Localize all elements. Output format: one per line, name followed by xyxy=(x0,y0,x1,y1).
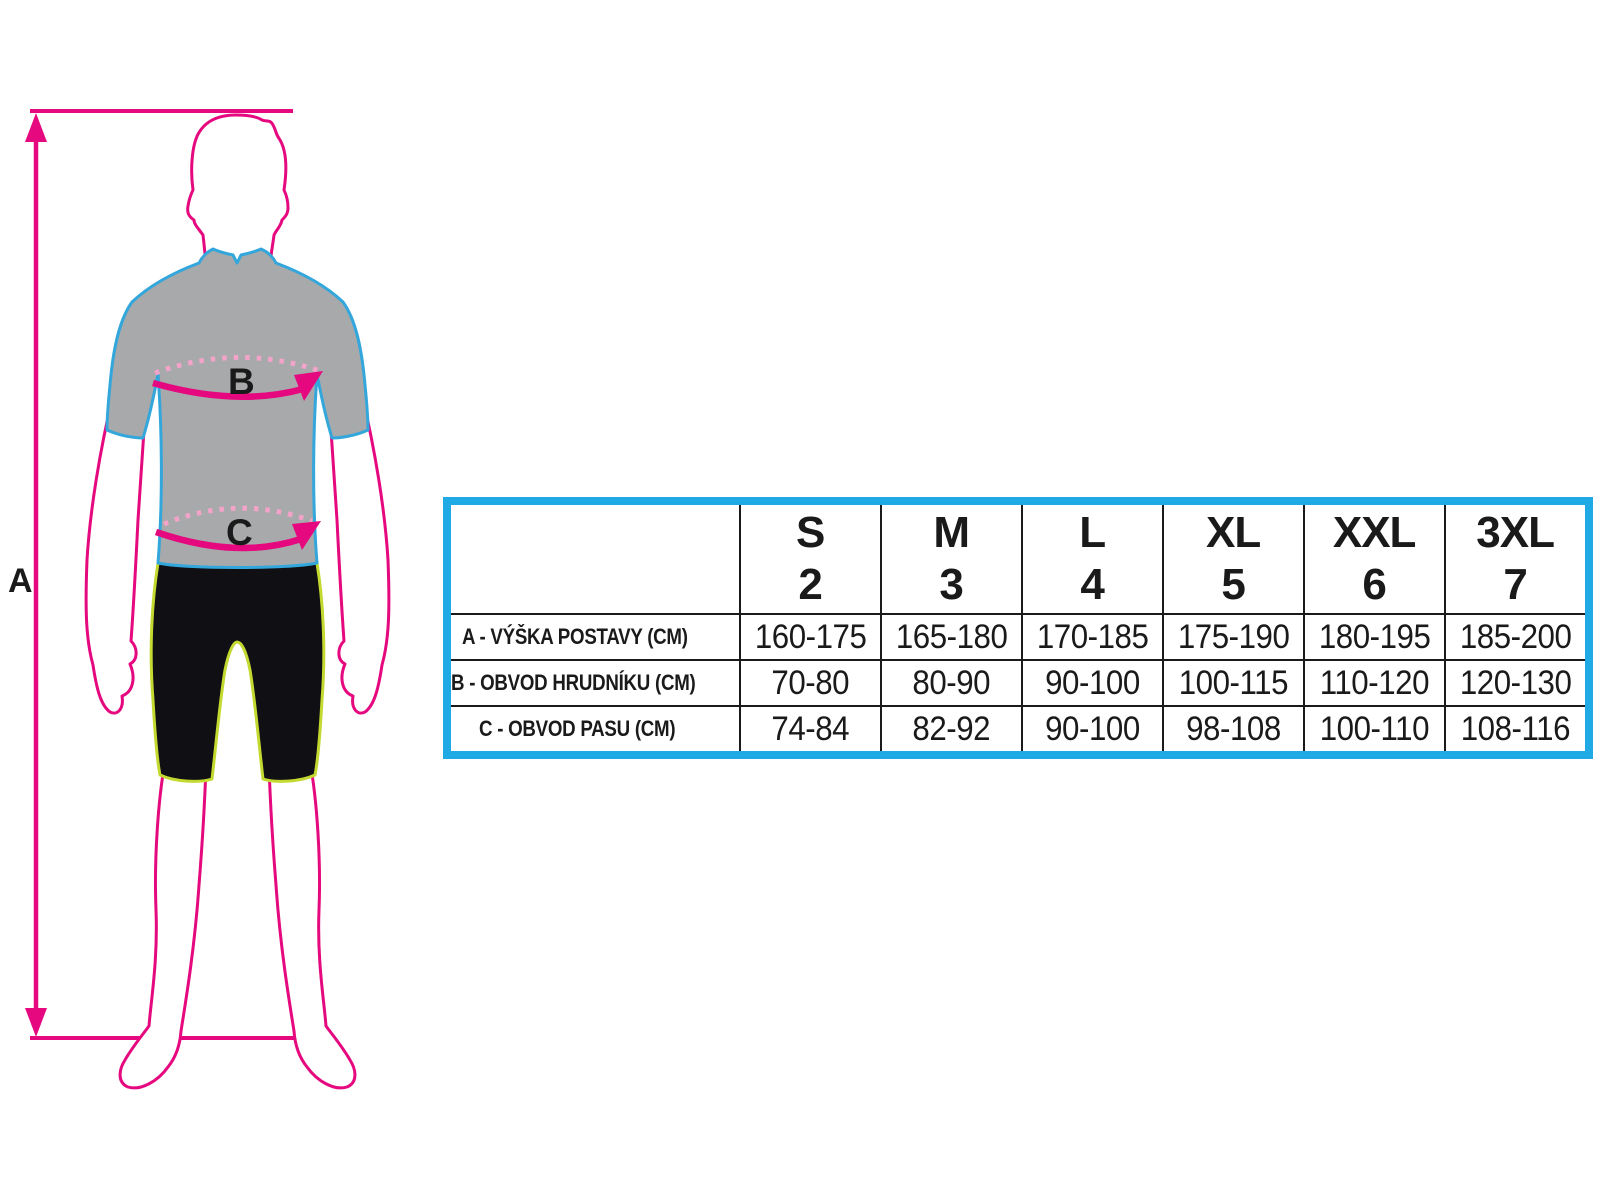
size-number: 3 xyxy=(939,560,963,609)
size-number: 6 xyxy=(1362,560,1386,609)
cell-height-xl: 175-190 xyxy=(1161,613,1305,661)
height-up-arrowhead xyxy=(25,113,47,142)
size-letter: 3XL xyxy=(1476,508,1555,558)
left-leg xyxy=(118,760,208,1090)
cell-waist-m: 82-92 xyxy=(879,705,1023,751)
size-letter: XXL xyxy=(1332,508,1417,558)
cell-waist-xxl: 100-110 xyxy=(1302,705,1446,751)
row-label-text: C - OBVOD PASU (CM) xyxy=(479,716,676,741)
cell-chest-l: 90-100 xyxy=(1020,659,1164,707)
size-number: 5 xyxy=(1221,560,1245,609)
size-column-header-xxl: XXL 6 xyxy=(1302,505,1446,615)
size-number: 4 xyxy=(1080,560,1104,609)
waist-arrow xyxy=(154,528,303,552)
size-header-row: S 2 M 3 L 4 XL 5 XXL 6 xyxy=(451,505,1585,615)
left-arm xyxy=(84,393,146,715)
cell-chest-s: 70-80 xyxy=(738,659,882,707)
size-column-header-3xl: 3XL 7 xyxy=(1443,505,1585,615)
cell-chest-m: 80-90 xyxy=(879,659,1023,707)
size-letter: L xyxy=(1079,508,1106,558)
row-label-text: B - OBVOD HRUDNÍKU (CM) xyxy=(451,670,696,695)
right-leg xyxy=(267,760,357,1090)
label-b: B xyxy=(228,361,255,402)
row-label-chest: B - OBVOD HRUDNÍKU (CM) xyxy=(451,659,741,707)
size-table: S 2 M 3 L 4 XL 5 XXL 6 xyxy=(451,505,1585,751)
size-letter: XL xyxy=(1206,508,1261,558)
size-table-frame: S 2 M 3 L 4 XL 5 XXL 6 xyxy=(443,497,1593,759)
label-c: C xyxy=(226,512,253,553)
table-row-chest: B - OBVOD HRUDNÍKU (CM) 70-80 80-90 90-1… xyxy=(451,659,1585,707)
size-number: 2 xyxy=(798,560,822,609)
size-column-header-xl: XL 5 xyxy=(1161,505,1305,615)
cell-height-s: 160-175 xyxy=(738,613,882,661)
chest-arrowhead xyxy=(294,371,323,401)
head-outline xyxy=(186,113,290,268)
table-row-waist: C - OBVOD PASU (CM) 74-84 82-92 90-100 9… xyxy=(451,705,1585,751)
cell-chest-xxl: 110-120 xyxy=(1302,659,1446,707)
cell-waist-l: 90-100 xyxy=(1020,705,1164,751)
cell-height-3xl: 185-200 xyxy=(1443,613,1585,661)
cell-chest-xl: 100-115 xyxy=(1161,659,1305,707)
size-letter: S xyxy=(795,508,825,558)
cell-height-l: 170-185 xyxy=(1020,613,1164,661)
chest-dotted-arc xyxy=(154,355,321,376)
cell-height-xxl: 180-195 xyxy=(1302,613,1446,661)
cell-waist-3xl: 108-116 xyxy=(1443,705,1585,751)
cell-chest-3xl: 120-130 xyxy=(1443,659,1585,707)
waist-arrowhead xyxy=(292,521,321,550)
table-row-height: A - VÝŠKA POSTAVY (CM) 160-175 165-180 1… xyxy=(451,613,1585,661)
shorts-shape xyxy=(149,561,326,783)
cell-height-m: 165-180 xyxy=(879,613,1023,661)
label-a: A xyxy=(8,562,33,600)
size-letter: M xyxy=(933,508,970,558)
right-arm xyxy=(329,393,391,715)
size-column-header-s: S 2 xyxy=(738,505,882,615)
row-label-text: A - VÝŠKA POSTAVY (CM) xyxy=(462,624,688,649)
row-label-waist: C - OBVOD PASU (CM) xyxy=(451,705,741,751)
cell-waist-s: 74-84 xyxy=(738,705,882,751)
chest-arrow xyxy=(152,379,304,400)
height-down-arrowhead xyxy=(25,1008,47,1037)
cell-waist-xl: 98-108 xyxy=(1161,705,1305,751)
body-measurement-diagram: A B C xyxy=(8,109,391,1090)
row-label-height: A - VÝŠKA POSTAVY (CM) xyxy=(451,613,741,661)
size-column-header-l: L 4 xyxy=(1020,505,1164,615)
size-table-corner-cell xyxy=(451,505,741,615)
size-column-header-m: M 3 xyxy=(879,505,1023,615)
size-number: 7 xyxy=(1503,560,1527,609)
